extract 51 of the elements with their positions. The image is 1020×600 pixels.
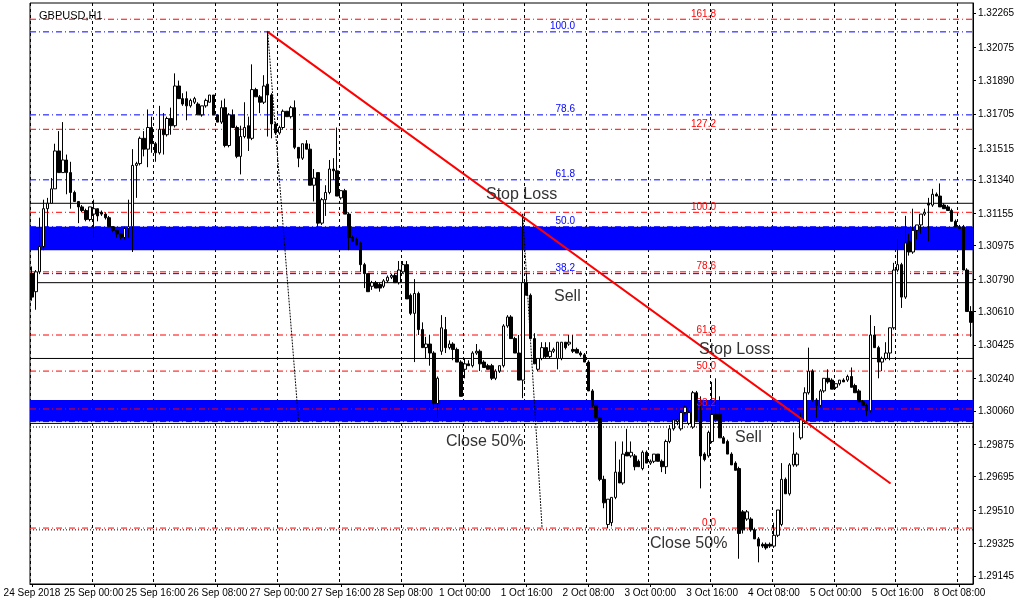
x-tick-label: 4 Oct 08:00 (748, 586, 801, 598)
y-tick-label: 1.31890 (978, 75, 1015, 87)
y-tick-label: 1.30975 (978, 240, 1015, 252)
ref-line-label: Sell (735, 427, 762, 445)
annotation: 78.6 (555, 103, 576, 115)
y-tick-label: 1.29325 (978, 537, 1015, 549)
x-tick-label: 3 Oct 16:00 (686, 586, 739, 598)
x-tick-label: 27 Sep 16:00 (311, 586, 372, 598)
y-tick-label: 1.30060 (978, 405, 1015, 417)
annotation: 50.0 (696, 359, 717, 371)
x-tick-label: 1 Oct 16:00 (500, 586, 553, 598)
x-tick-label: 24 Sep 2018 (3, 586, 61, 598)
ref-line-label: Sell (554, 287, 581, 305)
annotation: 38.2 (555, 262, 576, 274)
annotation: 161.8 (690, 7, 717, 19)
x-tick-label: 8 Oct 08:00 (933, 586, 986, 598)
y-tick-label: 1.30240 (978, 372, 1015, 384)
y-tick-label: 1.31515 (978, 142, 1015, 154)
x-tick-label: 2 Oct 08:00 (562, 586, 615, 598)
annotation: 0.0 (702, 516, 717, 528)
y-tick-label: 1.31340 (978, 174, 1015, 186)
y-tick-label: 1.30425 (978, 339, 1015, 351)
y-tick-label: 1.29695 (978, 471, 1015, 483)
ref-line-label: Close 50% (650, 534, 728, 552)
y-tick-label: 1.29875 (978, 438, 1015, 450)
x-tick-label: 5 Oct 00:00 (809, 586, 863, 598)
y-tick-label: 1.32265 (978, 7, 1015, 19)
x-tick-label: 1 Oct 00:00 (438, 586, 492, 598)
annotation: 100.0 (549, 20, 576, 32)
annotation: 50.0 (555, 215, 576, 227)
annotation: 127.2 (690, 117, 717, 129)
annotation: 100.0 (690, 200, 717, 212)
annotation: 78.6 (696, 260, 717, 272)
y-tick-label: 1.31705 (978, 108, 1015, 120)
y-tick-label: 1.31155 (978, 207, 1014, 219)
y-tick-label: 1.29145 (978, 570, 1015, 582)
x-tick-label: 25 Sep 00:00 (64, 586, 124, 598)
x-tick-label: 25 Sep 16:00 (125, 586, 186, 598)
y-tick-label: 1.32075 (978, 41, 1015, 53)
y-tick-label: 1.29510 (978, 504, 1015, 516)
x-tick-label: 27 Sep 00:00 (249, 586, 310, 598)
x-tick-label: 3 Oct 00:00 (624, 586, 677, 598)
x-tick-label: 26 Sep 08:00 (187, 586, 248, 598)
y-tick-label: 1.30790 (978, 273, 1015, 285)
annotation: 61.8 (696, 323, 717, 335)
y-tick-label: 1.30610 (978, 306, 1015, 318)
text: GBPUSD,H1 (39, 8, 103, 21)
ref-line-label: Close 50% (446, 431, 524, 449)
annotation: 61.8 (555, 168, 576, 180)
x-tick-label: 28 Sep 08:00 (373, 586, 434, 598)
x-tick-label: 5 Oct 16:00 (871, 586, 924, 598)
